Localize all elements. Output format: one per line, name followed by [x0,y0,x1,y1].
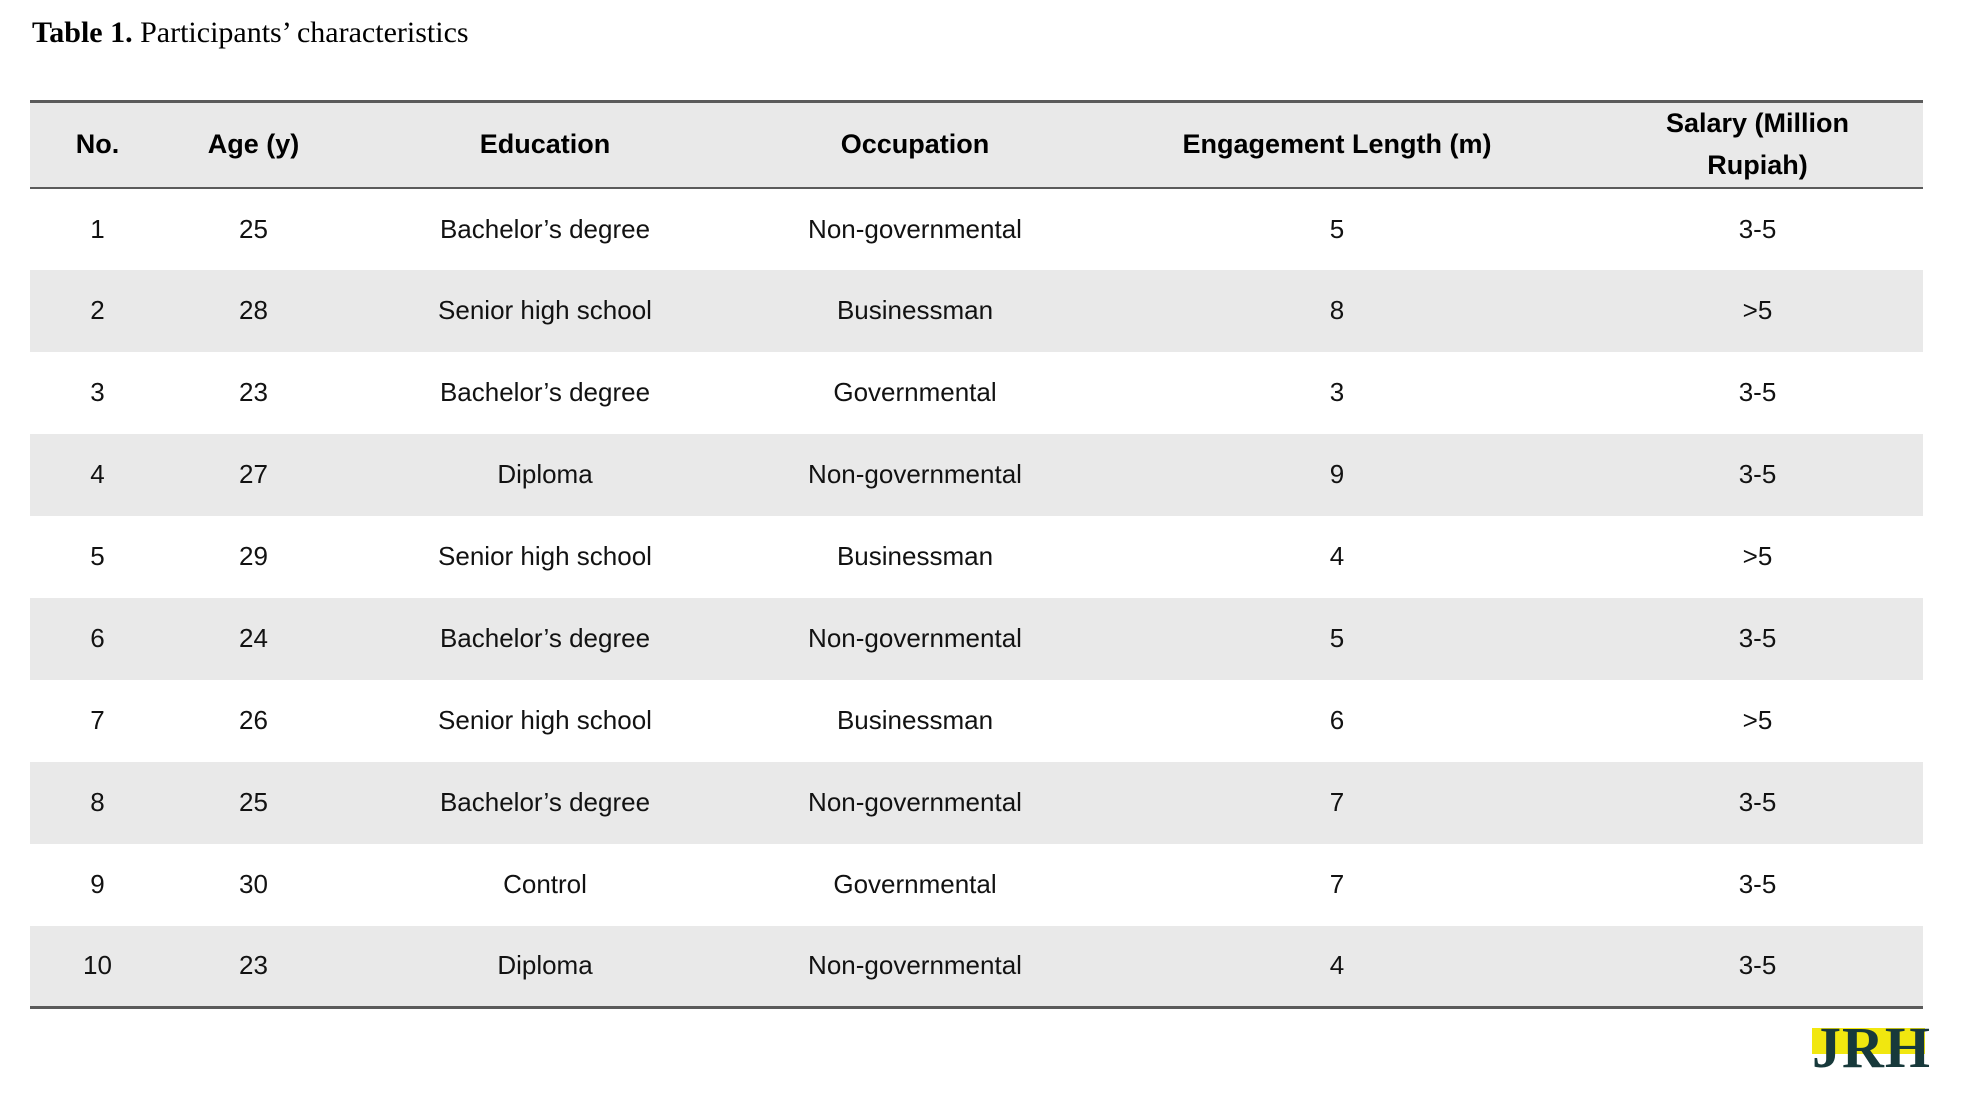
table-cell: 3-5 [1738,623,1777,654]
column-header-age: Age (y) [207,128,300,159]
table-cell: 7 [1329,787,1345,818]
table-cell: Non-governmental [808,950,1022,981]
table-cell: 6 [1329,705,1345,736]
column-header-education: Education [479,128,611,159]
table-cell: >5 [1742,705,1773,736]
table-cell: 8 [90,787,105,818]
table-cell: Bachelor’s degree [439,377,651,408]
table-cell: Businessman [836,541,994,572]
table-cell: 3-5 [1738,950,1777,981]
table-cell: 1 [90,213,105,244]
table-cell: 25 [239,213,268,244]
table-cell: Diploma [497,459,593,490]
table-cell: 29 [239,541,268,572]
table-cell: Bachelor’s degree [439,623,651,654]
table-row: 9 30 Control Governmental 7 3-5 [30,843,1923,926]
table-row: 2 28 Senior high school Businessman 8 >5 [30,269,1923,352]
participants-table: No. Age (y) Education Occupation Engagem… [30,100,1923,1010]
table-cell: Non-governmental [808,787,1022,818]
table-cell: 5 [1329,623,1345,654]
column-header-salary: Salary (Million Rupiah) [1665,108,1850,180]
table-cell: 27 [239,459,268,490]
table-row: 8 25 Bachelor’s degree Non-governmental 7 3-5 [30,761,1923,844]
jrh-logo-text: JRH [1812,1015,1931,1080]
table-caption-number: Table 1. [32,16,133,49]
table-row: 10 23 Diploma Non-governmental 4 3-5 [30,925,1923,1008]
table-cell: 10 [83,950,112,981]
table-cell: Businessman [836,295,994,326]
table-cell: 3 [90,377,105,408]
table-cell: 3-5 [1738,213,1777,244]
table-cell: 2 [90,295,105,326]
table-cell: 3-5 [1738,869,1777,900]
table-cell: 3-5 [1738,787,1777,818]
table-cell: 7 [1329,869,1345,900]
table-cell: 9 [1329,459,1345,490]
table-caption: Table 1. Participants’ characteristics [32,16,469,50]
table-body: 1 25 Bachelor’s degree Non-governmental 5 3-5… [30,187,1923,1008]
table-header-row: No. Age (y) Education Occupation Engagem… [30,101,1923,188]
table-cell: 9 [90,869,105,900]
table-cell: Non-governmental [808,459,1022,490]
table-row: 5 29 Senior high school Businessman 4 >5 [30,515,1923,598]
table-row: 7 26 Senior high school Businessman 6 >5 [30,679,1923,762]
jrh-logo-yellow-band [1812,1028,1925,1054]
table-cell: Diploma [497,950,593,981]
table-row: 3 23 Bachelor’s degree Governmental 3 3-5 [30,351,1923,434]
table-cell: Governmental [833,869,997,900]
table-cell: 7 [90,705,105,736]
table-cell: Senior high school [438,705,652,736]
table-cell: Non-governmental [808,623,1022,654]
table-row: 4 27 Diploma Non-governmental 9 3-5 [30,433,1923,516]
table-cell: 4 [1329,950,1345,981]
table-row: 6 24 Bachelor’s degree Non-governmental 5 3-5 [30,597,1923,680]
column-header-no: No. [75,128,120,159]
table-cell: 5 [1329,213,1345,244]
table-cell: >5 [1742,295,1773,326]
table-cell: Bachelor’s degree [439,787,651,818]
table-cell: Control [503,869,587,900]
table-cell: Bachelor’s degree [439,213,651,244]
table-cell: 3 [1329,377,1345,408]
table-cell: 25 [239,787,268,818]
table-cell: 23 [239,950,268,981]
table-caption-text: Participants’ characteristics [132,16,469,49]
table-cell: >5 [1742,541,1773,572]
table-cell: 24 [239,623,268,654]
table-cell: 3-5 [1738,459,1777,490]
table-cell: 30 [239,869,268,900]
column-header-engagement: Engagement Length (m) [1182,128,1492,159]
table-cell: 4 [1329,541,1345,572]
table-cell: 3-5 [1738,377,1777,408]
table-cell: Senior high school [438,541,652,572]
table-cell: Businessman [836,705,994,736]
table-cell: Senior high school [438,295,652,326]
column-header-occupation: Occupation [840,128,990,159]
table-cell: 28 [239,295,268,326]
table-row: 1 25 Bachelor’s degree Non-governmental 5 3-5 [30,187,1923,270]
table-cell: 6 [90,623,105,654]
table-cell: Governmental [833,377,997,408]
table-cell: 4 [90,459,105,490]
table-cell: 5 [90,541,105,572]
table-cell: 23 [239,377,268,408]
jrh-journal-logo: JRH [1812,1015,1930,1080]
table-cell: 26 [239,705,268,736]
table-cell: Non-governmental [808,213,1022,244]
table-cell: 8 [1329,295,1345,326]
